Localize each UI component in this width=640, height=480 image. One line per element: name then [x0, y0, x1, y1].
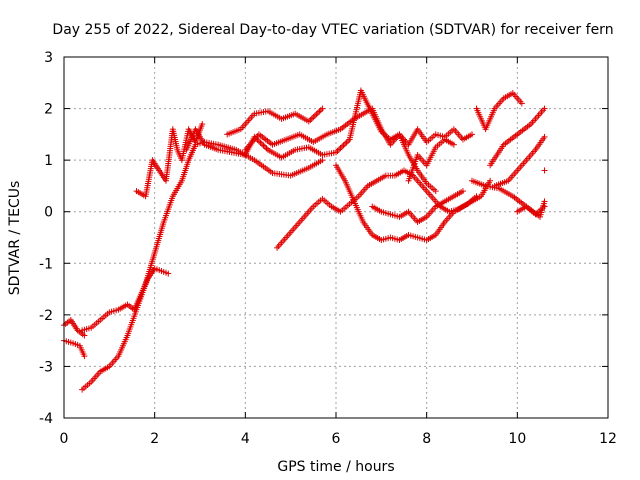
- data-point-sat-f: [339, 143, 346, 150]
- y-tick-label: -1: [39, 256, 53, 272]
- data-point-sat-k: [459, 188, 466, 195]
- data-point-sat-p: [541, 133, 548, 140]
- chart-title: Day 255 of 2022, Sidereal Day-to-day VTE…: [52, 22, 613, 38]
- x-tick-label: 8: [422, 431, 431, 447]
- data-point-sat-f: [469, 131, 475, 138]
- y-tick-label: 0: [44, 205, 53, 221]
- data-point-sat-m: [518, 100, 525, 107]
- data-point-sat-c: [165, 270, 172, 277]
- x-tick-label: 12: [599, 431, 617, 447]
- y-tick-label: -4: [39, 411, 53, 427]
- x-tick-label: 6: [332, 431, 341, 447]
- axis-ticks: [63, 56, 609, 419]
- data-marks: [61, 87, 548, 393]
- data-point-sat-f: [257, 139, 264, 146]
- data-point-sat-g: [319, 105, 326, 112]
- data-point-sat-f: [258, 141, 265, 148]
- data-point-sat-l: [450, 141, 457, 148]
- data-point-sat-g: [314, 109, 321, 116]
- data-point-sat-h: [432, 188, 439, 195]
- data-point-sat-g: [316, 108, 323, 115]
- x-tick-labels: 0 2 4 6 8 10 12: [60, 431, 617, 447]
- y-tick-label: 1: [44, 153, 53, 169]
- data-point-sat-b: [81, 353, 88, 360]
- y-axis-label: SDTVAR / TECUs: [7, 181, 23, 296]
- data-point-isolated: [541, 167, 548, 174]
- x-tick-label: 4: [241, 431, 250, 447]
- x-tick-label: 10: [508, 431, 526, 447]
- data-point-sat-g: [307, 117, 314, 124]
- data-point-sat-f: [337, 145, 344, 152]
- data-point-sat-f: [260, 142, 267, 149]
- grid: [64, 57, 608, 418]
- y-tick-label: -3: [39, 359, 53, 375]
- x-axis-label: GPS time / hours: [277, 459, 394, 475]
- data-point-sat-n: [541, 198, 548, 205]
- data-point-sat-o: [541, 105, 548, 112]
- data-point-sat-a: [81, 332, 88, 339]
- data-point-sat-f: [343, 139, 350, 146]
- data-point-sat-d: [319, 157, 326, 164]
- data-point-sat-g: [310, 114, 317, 121]
- data-point-sat-f: [261, 143, 268, 150]
- data-point-sat-f: [340, 142, 347, 149]
- data-point-sat-g: [311, 112, 318, 119]
- data-point-sat-g: [313, 111, 320, 118]
- y-tick-label: 2: [44, 102, 53, 118]
- y-tick-label: 3: [44, 50, 53, 66]
- data-point-sat-e: [199, 121, 206, 128]
- y-tick-label: -2: [39, 308, 53, 324]
- data-point-sat-q: [541, 203, 548, 210]
- x-tick-label: 2: [150, 431, 159, 447]
- data-point-sat-g: [317, 107, 324, 114]
- y-tick-labels: -4 -3 -2 -1 0 1 2 3: [39, 50, 53, 427]
- data-point-sat-j: [487, 177, 494, 184]
- data-point-sat-f: [336, 146, 343, 153]
- x-tick-label: 0: [60, 431, 69, 447]
- data-point-sat-f: [342, 140, 349, 147]
